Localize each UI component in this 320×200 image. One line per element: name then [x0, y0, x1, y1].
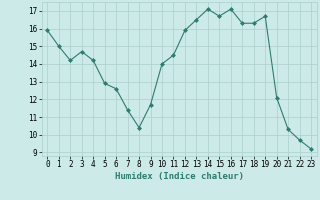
- X-axis label: Humidex (Indice chaleur): Humidex (Indice chaleur): [115, 172, 244, 181]
